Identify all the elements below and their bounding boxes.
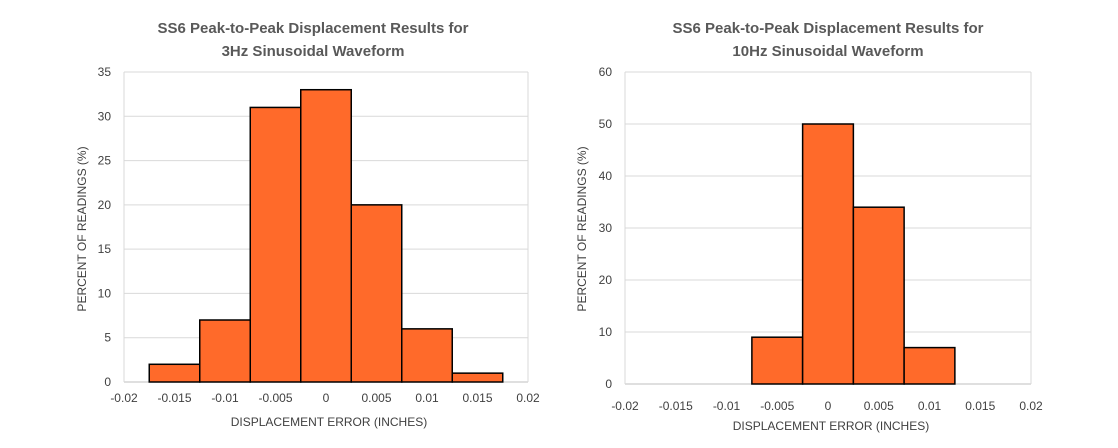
y-tick-label: 25 bbox=[98, 154, 112, 168]
bar bbox=[148, 363, 201, 383]
x-tick-label: -0.01 bbox=[211, 391, 239, 405]
y-tick-labels: 0 5 10 15 20 25 30 35 bbox=[98, 65, 112, 389]
bar bbox=[751, 336, 804, 385]
y-tick-label: 50 bbox=[599, 117, 613, 131]
chart-10hz: SS6 Peak-to-Peak Displacement Results fo… bbox=[575, 20, 1043, 433]
y-tick-label: 30 bbox=[98, 109, 112, 123]
chart-title-line2: 3Hz Sinusoidal Waveform bbox=[222, 43, 405, 60]
bar bbox=[249, 106, 302, 383]
y-axis-label: PERCENT OF READINGS (%) bbox=[75, 146, 89, 311]
y-tick-label: 60 bbox=[599, 65, 613, 79]
bar bbox=[903, 346, 956, 385]
y-tick-labels: 0 10 20 30 40 50 60 bbox=[599, 65, 613, 391]
x-tick-label: 0.01 bbox=[918, 399, 942, 413]
chart-title-line2: 10Hz Sinusoidal Waveform bbox=[732, 43, 923, 60]
y-tick-label: 20 bbox=[98, 198, 112, 212]
x-tick-label: 0 bbox=[323, 391, 330, 405]
y-tick-label: 10 bbox=[599, 325, 613, 339]
x-tick-label: -0.02 bbox=[110, 391, 138, 405]
bar bbox=[801, 123, 855, 385]
y-tick-label: 10 bbox=[98, 286, 112, 300]
x-tick-label: -0.005 bbox=[760, 399, 794, 413]
chart-3hz: SS6 Peak-to-Peak Displacement Results fo… bbox=[75, 20, 540, 429]
x-tick-labels: -0.02 -0.015 -0.01 -0.005 0 0.005 0.01 0.015 0.0… bbox=[611, 399, 1043, 413]
y-tick-label: 40 bbox=[599, 169, 613, 183]
bars bbox=[148, 88, 504, 383]
x-tick-label: 0 bbox=[825, 399, 832, 413]
x-tick-label: 0.02 bbox=[1019, 399, 1043, 413]
x-tick-label: -0.01 bbox=[713, 399, 741, 413]
y-tick-label: 20 bbox=[599, 273, 613, 287]
y-tick-label: 30 bbox=[599, 221, 613, 235]
bars bbox=[751, 123, 956, 385]
x-tick-label: 0.02 bbox=[516, 391, 540, 405]
x-tick-label: -0.015 bbox=[157, 391, 191, 405]
x-tick-label: -0.005 bbox=[258, 391, 292, 405]
bar bbox=[451, 372, 504, 383]
x-tick-label: -0.015 bbox=[659, 399, 693, 413]
chart-title-line1: SS6 Peak-to-Peak Displacement Results fo… bbox=[673, 20, 984, 37]
y-tick-label: 15 bbox=[98, 242, 112, 256]
x-tick-label: -0.02 bbox=[611, 399, 639, 413]
y-tick-label: 5 bbox=[104, 331, 111, 345]
y-tick-label: 35 bbox=[98, 65, 112, 79]
y-axis-label: PERCENT OF READINGS (%) bbox=[575, 146, 589, 311]
bar bbox=[199, 319, 251, 383]
x-tick-label: 0.005 bbox=[864, 399, 894, 413]
x-axis-label: DISPLACEMENT ERROR (INCHES) bbox=[231, 415, 427, 429]
x-tick-label: 0.015 bbox=[965, 399, 995, 413]
bar bbox=[350, 204, 403, 383]
x-tick-label: 0.015 bbox=[462, 391, 492, 405]
bar bbox=[852, 206, 905, 385]
x-axis-label: DISPLACEMENT ERROR (INCHES) bbox=[733, 419, 929, 433]
x-tick-labels: -0.02 -0.015 -0.01 -0.005 0 0.005 0.01 0.015 0.0… bbox=[110, 391, 540, 405]
bar bbox=[300, 88, 352, 383]
bar bbox=[401, 328, 453, 383]
y-tick-label: 0 bbox=[104, 375, 111, 389]
x-tick-label: 0.005 bbox=[361, 391, 391, 405]
chart-title-line1: SS6 Peak-to-Peak Displacement Results fo… bbox=[158, 20, 469, 37]
y-tick-label: 0 bbox=[605, 377, 612, 391]
x-tick-label: 0.01 bbox=[415, 391, 439, 405]
